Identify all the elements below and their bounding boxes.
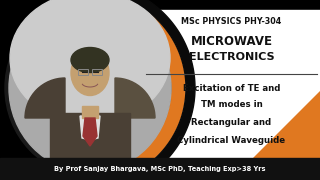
- Polygon shape: [58, 0, 195, 180]
- Bar: [50, 113, 130, 168]
- Bar: [0, 158, 320, 180]
- Polygon shape: [90, 0, 185, 180]
- Wedge shape: [25, 78, 65, 118]
- Polygon shape: [253, 91, 320, 158]
- Polygon shape: [80, 116, 100, 140]
- Bar: [92, 69, 102, 75]
- Bar: [143, 10, 320, 158]
- Text: TM modes in: TM modes in: [201, 100, 262, 109]
- Ellipse shape: [5, 0, 175, 176]
- Polygon shape: [83, 118, 97, 146]
- Text: MICROWAVE: MICROWAVE: [190, 35, 273, 48]
- Ellipse shape: [9, 4, 171, 172]
- Bar: [78, 69, 88, 75]
- Ellipse shape: [71, 48, 109, 73]
- Text: Cylindrical Waveguide: Cylindrical Waveguide: [177, 136, 285, 145]
- Text: Rectangular and: Rectangular and: [191, 118, 272, 127]
- Wedge shape: [115, 78, 155, 118]
- Text: ELECTRONICS: ELECTRONICS: [189, 52, 274, 62]
- Text: MSc PHYSICS PHY-304: MSc PHYSICS PHY-304: [181, 17, 282, 26]
- Bar: [82, 106, 98, 118]
- Text: Excitation of TE and: Excitation of TE and: [183, 84, 280, 93]
- Ellipse shape: [71, 51, 109, 96]
- Text: By Prof Sanjay Bhargava, MSc PhD, Teaching Exp>38 Yrs: By Prof Sanjay Bhargava, MSc PhD, Teachi…: [54, 166, 266, 172]
- Ellipse shape: [10, 0, 170, 124]
